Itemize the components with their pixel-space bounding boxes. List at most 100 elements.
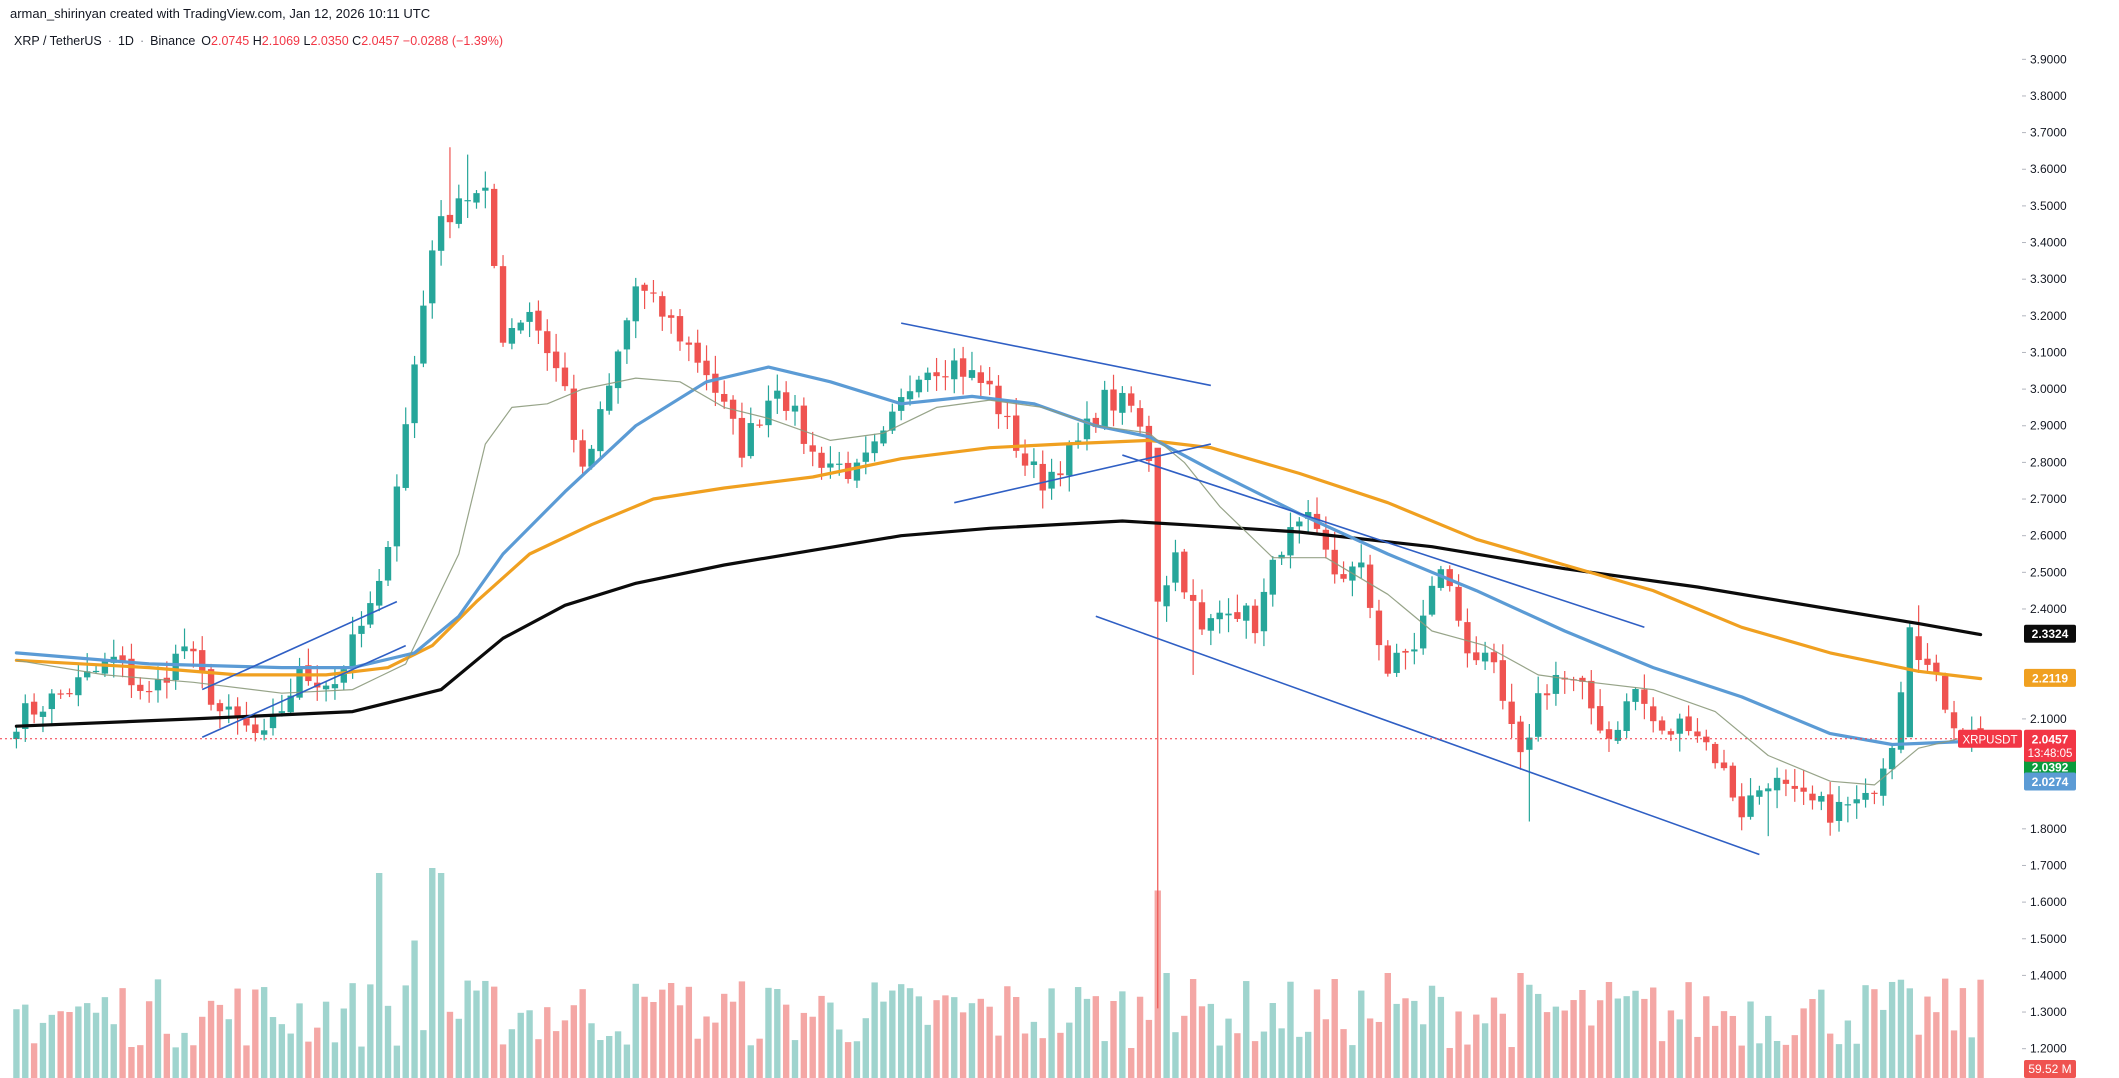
candle [915, 375, 923, 398]
candle-body [1260, 591, 1268, 632]
change-value: −0.0288 (−1.39%) [402, 34, 503, 48]
volume-bar [1720, 1011, 1728, 1078]
volume-bar [57, 1011, 64, 1078]
volume-bar [1048, 988, 1055, 1078]
candle-body [933, 372, 940, 377]
candle-body [393, 486, 401, 547]
volume-bar [1844, 1020, 1852, 1078]
candle [1632, 686, 1639, 711]
axis-tick-label: 2.7000 [2030, 492, 2067, 506]
candle [986, 367, 993, 396]
candle [402, 407, 409, 491]
candle-body [650, 292, 657, 294]
candle-body [137, 684, 144, 691]
candle-body [1632, 689, 1639, 702]
candle-body [1066, 442, 1073, 476]
candle-body [1897, 692, 1905, 750]
candle-body [1924, 658, 1931, 665]
candle-body [1765, 788, 1772, 792]
candle-body [1446, 569, 1453, 587]
candle-body [703, 360, 710, 376]
candle [951, 348, 958, 394]
volume-bar [544, 1007, 551, 1078]
candle-body [1207, 618, 1215, 631]
candle [287, 678, 294, 715]
volume-bar [942, 995, 949, 1078]
candle [1826, 781, 1834, 836]
candle-body [1623, 701, 1630, 731]
volume-bar [765, 987, 772, 1078]
volume-bar [650, 1001, 657, 1078]
candle-body [924, 372, 931, 381]
axis-tick-label: 1.7000 [2030, 858, 2067, 872]
candle [659, 291, 666, 331]
candle-body [1826, 794, 1834, 823]
moving-average-line [14, 438, 1983, 681]
candle [1234, 594, 1241, 622]
candle-body [260, 730, 268, 735]
ma-price-label: 2.3324 [2024, 624, 2076, 643]
legend-timeframe[interactable]: 1D [117, 34, 134, 48]
volume-bar [252, 989, 259, 1078]
candle [1402, 648, 1409, 670]
volume-bar [915, 996, 923, 1078]
volume-bar [1393, 1003, 1400, 1078]
volume-bar [1526, 984, 1533, 1078]
candle-body [756, 424, 763, 426]
candle-body [190, 648, 197, 652]
open-value: 2.0745 [211, 34, 250, 48]
candle-body [721, 393, 728, 402]
volume-bar [1473, 1014, 1480, 1078]
volume-bar [1968, 1037, 1975, 1078]
candle-body [1596, 706, 1604, 731]
volume-bar [977, 998, 984, 1078]
candle-body [1021, 453, 1029, 466]
candle-body [473, 193, 480, 203]
candle-body [1782, 779, 1790, 784]
volume-bar [1163, 973, 1170, 1078]
candle [1340, 561, 1347, 583]
volume-bar [305, 1041, 312, 1078]
candle-body [1225, 613, 1232, 616]
volume-bar [464, 980, 471, 1078]
volume-bar [1313, 989, 1321, 1078]
volume-bar [712, 1022, 719, 1078]
candle-body [641, 284, 648, 291]
volume-bar [243, 1045, 250, 1078]
moving-average-line [14, 365, 1983, 747]
candle-body [791, 405, 799, 412]
volume-bar [1809, 999, 1816, 1078]
volume-bar [331, 1042, 339, 1078]
candle-body [1508, 701, 1515, 725]
volume-bar [1428, 985, 1436, 1078]
candle-body [296, 666, 303, 698]
volume-bar [827, 1002, 834, 1078]
candle-body [1685, 716, 1692, 732]
candle-body [1933, 662, 1940, 674]
volume-bar [703, 1016, 710, 1078]
volume-bar [216, 1004, 224, 1078]
candle [1508, 683, 1515, 739]
volume-bar [1269, 1003, 1276, 1078]
volume-bar [1782, 1044, 1790, 1078]
candle-body [800, 405, 808, 444]
candle-body [491, 188, 498, 266]
candle-body [889, 411, 896, 431]
volume-bar [1278, 1028, 1285, 1078]
candle [1915, 605, 1922, 673]
candle [1605, 721, 1613, 752]
legend-pair[interactable]: XRP / TetherUS [14, 34, 102, 48]
ma-price-label: 2.2119 [2024, 668, 2076, 687]
candle-body [1366, 564, 1374, 608]
candle-body [1490, 652, 1498, 663]
trendline [901, 322, 1211, 387]
volume-bar [101, 997, 109, 1078]
volume-bar [1074, 987, 1082, 1078]
candle-body [1251, 605, 1259, 634]
volume-bar [375, 873, 383, 1078]
moving-average-line [15, 377, 1982, 786]
candle-body [1402, 650, 1409, 653]
candle [1685, 705, 1692, 736]
